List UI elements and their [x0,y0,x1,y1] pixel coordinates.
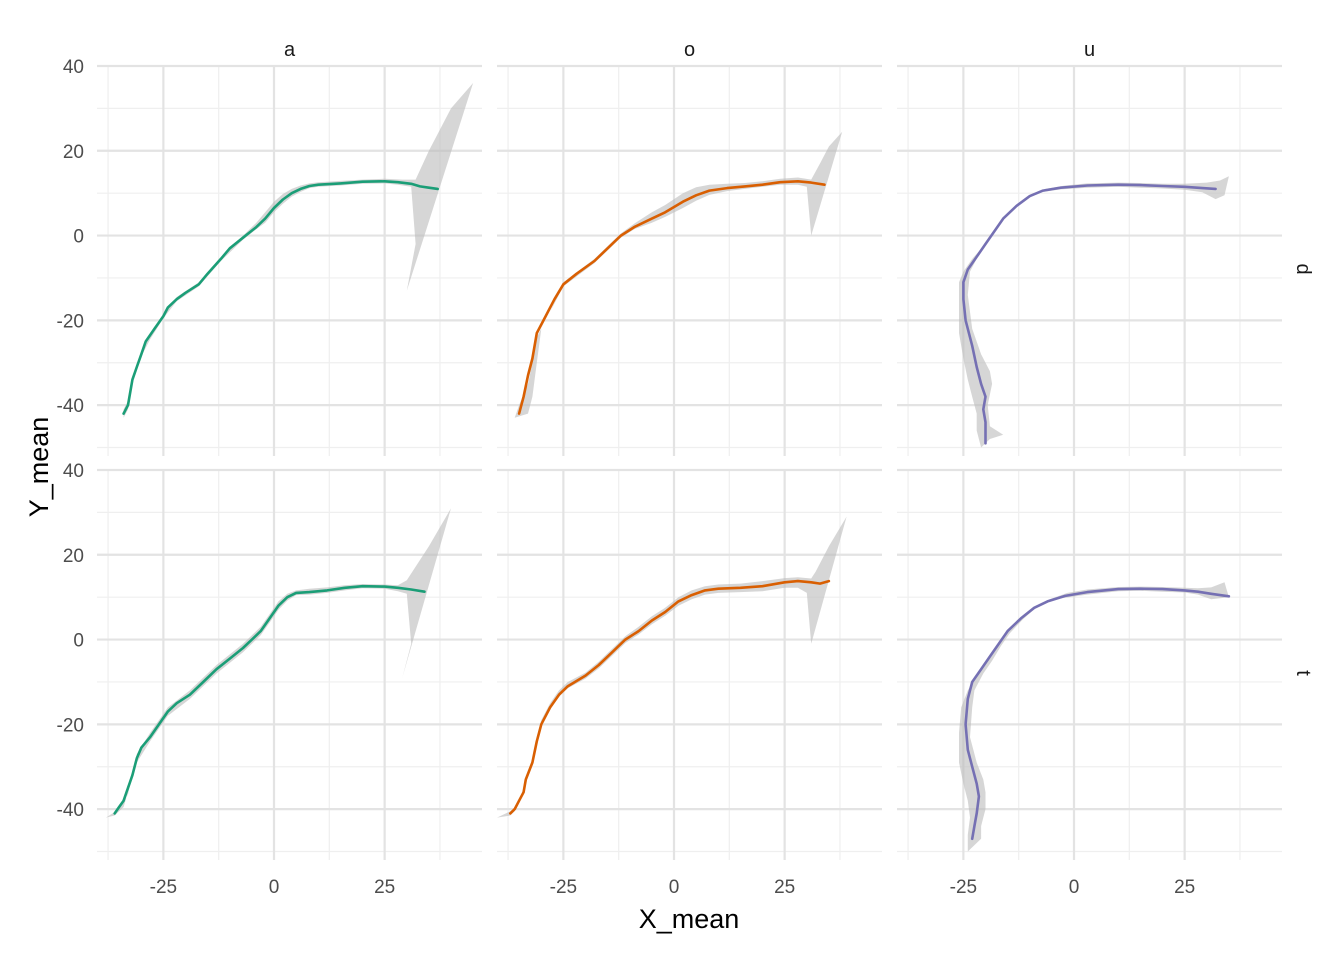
y-tick-label: -40 [57,396,84,417]
strip-layer: a o u d t [284,39,1314,676]
series-line-a-d [122,180,439,415]
y-tick-label: 40 [63,461,84,482]
confidence-ribbon-u-t [959,582,1229,852]
facet-strip-a: a [284,39,296,61]
y-tick-label: -40 [57,800,84,821]
y-tick-label: 20 [63,546,84,567]
y-axis-title: Y_mean [24,417,54,518]
confidence-ribbon-a-d [123,83,474,418]
grid-layer [97,64,1282,860]
facet-strip-o: o [684,39,695,61]
y-tick-label: 0 [73,227,84,248]
series-line-o-t [509,579,831,815]
facet-strip-t: t [1292,670,1314,676]
series-line-a-t [113,584,426,815]
confidence-ribbon-o-t [497,516,847,818]
y-tick-label: -20 [57,715,84,736]
x-tick-label: 0 [669,877,680,898]
facet-strip-d: d [1292,263,1314,274]
series-line-u-t [964,587,1231,841]
y-tick-label: 0 [73,631,84,652]
facet-strip-u: u [1084,39,1095,61]
confidence-ribbon-u-d [959,176,1229,448]
x-tick-label: 0 [269,877,280,898]
y-tick-label: -20 [57,311,84,332]
x-tick-label: 25 [774,877,795,898]
line-layer [113,180,1231,841]
x-tick-label: 25 [374,877,395,898]
series-line-o-d [517,180,826,415]
x-tick-label: -25 [150,877,177,898]
y-tick-label: 40 [63,57,84,78]
x-axis-title: X_mean [639,904,740,934]
x-tick-label: 0 [1069,877,1080,898]
series-line-u-d [962,183,1217,445]
x-tick-label: 25 [1174,877,1195,898]
y-tick-label: 20 [63,142,84,163]
x-tick-label: -25 [950,877,977,898]
x-tick-label: -25 [550,877,577,898]
tick-layer: -40 -20 0 20 40 -40 -20 0 20 40 -25 0 25 -25 0 25 -25 0 25 [57,57,1196,898]
